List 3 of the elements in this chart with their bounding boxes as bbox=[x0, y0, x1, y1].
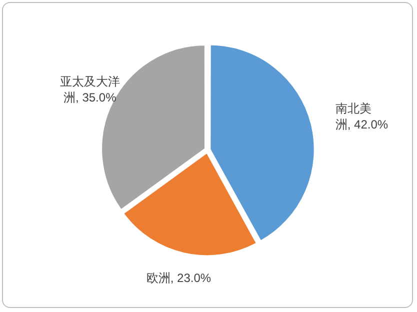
slice-label: 亚太及大洋洲, 35.0% bbox=[60, 74, 120, 104]
slice-label: 欧洲, 23.0% bbox=[146, 271, 212, 286]
slice-label: 南北美洲, 42.0% bbox=[335, 101, 388, 132]
